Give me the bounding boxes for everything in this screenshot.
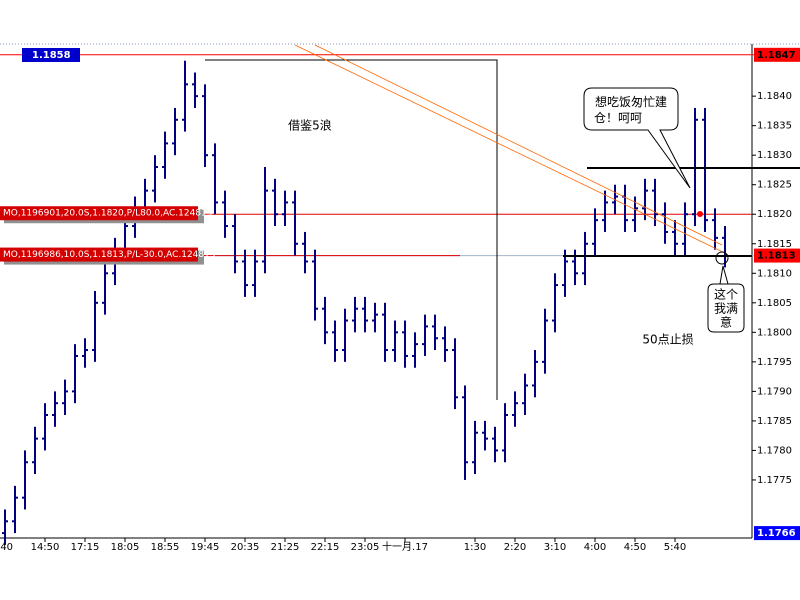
x-tick-label: 1:30 — [464, 542, 486, 553]
bid-box — [754, 526, 800, 541]
top-label: 1.1858 — [32, 50, 71, 61]
top-label-box — [22, 48, 80, 62]
y-tick-label: 1.1840 — [757, 91, 792, 102]
trend-line — [314, 44, 723, 246]
trend-line — [294, 44, 728, 255]
x-tick-label: 18:55 — [151, 542, 180, 553]
x-tick-label: 20:35 — [231, 542, 260, 553]
y-tick-label: 1.1800 — [757, 327, 792, 338]
y-tick-label: 1.1805 — [757, 298, 792, 309]
x-tick-label: 4:50 — [624, 542, 646, 553]
exit-circle — [715, 251, 729, 265]
x-tick-label: 十一月.17 — [382, 540, 428, 553]
order-box — [0, 206, 198, 221]
annotation-line: 仓！呵呵 — [594, 111, 642, 125]
annotation: 50点止损 — [642, 333, 693, 347]
price-label: 1.1813 — [757, 251, 796, 262]
entry-dot — [697, 211, 703, 217]
wave-box — [205, 59, 498, 400]
price-label-box — [754, 47, 800, 62]
x-tick-label: 14:50 — [31, 542, 60, 553]
annotation: 想吃饭匆忙建 — [595, 94, 667, 109]
x-tick-label: 5:40 — [664, 542, 686, 553]
annotation: 借鉴5浪 — [288, 118, 332, 133]
x-tick-label: 17:15 — [71, 542, 100, 553]
y-tick-label: 1.1825 — [757, 180, 792, 191]
y-tick-label: 1.1780 — [757, 445, 792, 456]
y-tick-label: 1.1795 — [757, 357, 792, 368]
x-tick-label: 23:05 — [351, 542, 380, 553]
y-tick-label: 1.1830 — [757, 150, 792, 161]
x-tick-label: :40 — [0, 542, 13, 553]
x-tick-label: 2:20 — [504, 542, 526, 553]
annotation-line: 想吃饭匆忙建 — [595, 94, 667, 109]
annotation: 仓！呵呵 — [594, 111, 642, 125]
bid-label: 1.1766 — [757, 528, 796, 539]
labels: 1.1775 1.1780 1.1785 1.1790 1.1795 1.1800 1.18… — [0, 47, 800, 553]
annotation: 意 — [720, 315, 732, 330]
y-tick-label: 1.1810 — [757, 268, 792, 279]
y-tick-label: 1.1835 — [757, 121, 792, 132]
price-label: 1.1847 — [757, 50, 796, 61]
callout — [707, 265, 745, 333]
callout — [583, 87, 691, 189]
x-tick-label: 22:15 — [311, 542, 340, 553]
annotation: 这个 — [714, 287, 738, 302]
price-label-box — [754, 248, 800, 263]
order-label: MO,1196986,10.0S,1.1813,P/L-30.0,AC.1248… — [3, 250, 216, 260]
x-tick-label: 18:05 — [111, 542, 140, 553]
y-tick-label: 1.1820 — [757, 209, 792, 220]
order-box — [0, 247, 198, 262]
x-tick-label: 4:00 — [584, 542, 606, 553]
y-tick-label: 1.1775 — [757, 475, 792, 486]
y-tick-label: 1.1785 — [757, 416, 792, 427]
x-tick-label: 19:45 — [191, 542, 220, 553]
order-label: MO,1196901,20.0S,1.1820,P/L80.0,AC.12481… — [3, 209, 213, 219]
y-tick-label: 1.1815 — [757, 239, 792, 250]
y-tick-label: 1.1790 — [757, 386, 792, 397]
x-tick-label: 21:25 — [271, 542, 300, 553]
x-tick-label: 3:10 — [544, 542, 566, 553]
annotation: 我满 — [714, 302, 738, 316]
